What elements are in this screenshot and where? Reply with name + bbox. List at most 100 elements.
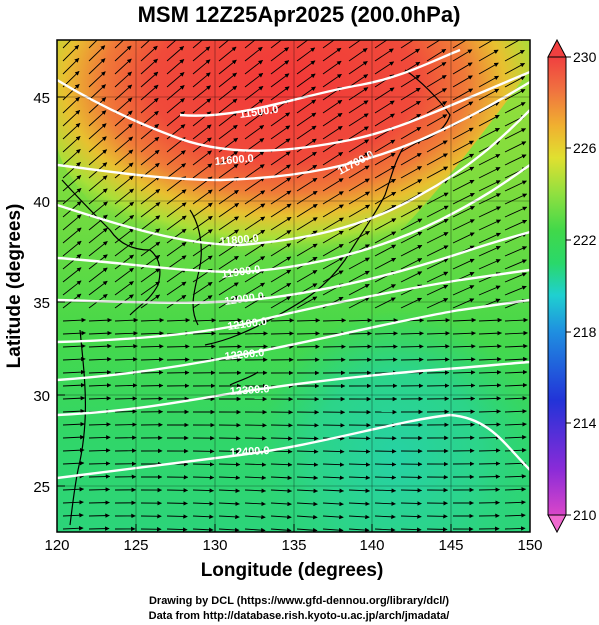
wind-vector-arrow [296,203,318,218]
wind-vector-arrow [504,272,527,283]
wind-vector-arrow [426,370,450,375]
colorbar-ramp [547,56,567,516]
wind-vector-arrow [296,217,318,231]
wind-vector-arrow [218,501,240,507]
wind-vector-arrow [88,330,112,336]
wind-vector-arrow [374,297,396,309]
wind-vector-arrow [478,357,502,362]
wind-vector-arrow [140,149,160,166]
wind-vector-arrow [452,232,475,244]
wind-vector-arrow [88,188,108,205]
colorbar-label: 210 [573,507,597,523]
wind-vector-arrow [114,84,133,101]
wind-vector-arrow [62,421,85,427]
wind-vector-arrow [270,475,293,481]
x-tick-label: 130 [202,537,227,554]
wind-vector-arrow [88,58,106,75]
wind-vector-arrow [400,258,423,270]
lat-lon-grid [57,40,530,532]
wind-vector-arrow [296,99,317,114]
wind-vector-arrow [400,527,422,532]
wind-vector-arrow [296,475,319,481]
wind-vector-arrow [296,270,318,283]
wind-vector-arrow [114,45,132,62]
wind-vector-arrow [244,125,265,140]
wind-vector-arrow [478,219,502,231]
wind-vector-arrow [504,141,527,153]
contour-12200 [57,298,530,382]
wind-vector-arrow [88,513,110,518]
wind-vector-arrow [62,526,84,531]
wind-vector-arrow [218,514,240,520]
wind-vector-arrow [218,462,241,467]
wind-vector-arrow [478,330,502,336]
wind-vector-arrow [374,514,396,520]
wind-vector-arrow [114,162,134,179]
wind-vector-arrow [62,434,85,440]
wind-vector-arrow [140,58,158,75]
wind-vector-arrow [400,100,421,114]
wind-vector-arrow [322,191,344,205]
wind-vector-arrow [478,409,502,414]
wind-vector-arrow [374,191,397,205]
wind-vector-arrow [192,527,214,532]
wind-vector-arrow [270,269,292,283]
wind-vector-arrow [244,216,266,231]
wind-vector-arrow [244,177,265,192]
wind-vector-arrow [270,177,292,192]
wind-vector-arrow [166,344,190,349]
wind-vector-arrow [426,88,447,101]
wind-vector-arrow [504,526,526,531]
wind-vector-arrow [504,62,525,75]
wind-vector-arrow [426,48,447,62]
wind-vector-arrow [218,282,239,296]
wind-vector-arrow [504,40,525,49]
wind-vector-arrow [400,179,423,192]
wind-vector-arrow [296,296,318,309]
wind-vector-arrow [62,487,85,492]
wind-vector-arrow [244,151,265,166]
wind-vector-arrow [374,284,396,296]
wind-vector-arrow [348,40,362,49]
wind-vector-arrow [218,229,239,244]
x-tick-label: 145 [438,537,463,554]
wind-vector-arrow [218,255,239,270]
wind-vector-arrow [478,245,501,257]
wind-vector-arrow [270,125,291,140]
wind-vector-arrow [88,343,112,349]
wind-vector-arrow [374,501,396,506]
wind-vector-arrow [452,166,475,179]
wind-vector-arrow [270,501,292,507]
wind-vector-arrow [88,317,113,323]
wind-vector-arrow [478,461,501,466]
wind-vector-arrow [374,48,394,62]
contour-label-12300: 12300.0 [229,383,270,398]
wind-vector-arrow [270,282,292,296]
wind-vector-arrow [244,59,263,75]
wind-vector-arrow [400,218,423,231]
wind-vector-arrow [374,318,399,323]
wind-vector-arrow [192,344,216,349]
colorbar: 230 226 222 218 214 210 [547,38,597,534]
colorbar-label: 222 [573,232,597,248]
wind-vector-arrow [426,232,449,244]
wind-vector-arrow [504,193,528,205]
wind-vector-arrow [244,203,266,218]
wind-vector-arrow [452,179,475,192]
wind-vector-arrow [88,201,108,218]
wind-vector-arrow [192,202,213,218]
wind-vector-arrow [400,297,423,309]
wind-vector-arrow [478,232,501,244]
wind-vector-arrow [114,383,138,388]
wind-vector-arrow [244,85,264,101]
wind-vector-arrow [192,462,215,467]
wind-vector-arrow [348,87,369,101]
wind-vectors [62,40,529,532]
wind-vector-arrow [114,409,138,414]
wind-vector-arrow [62,267,82,283]
wind-vector-arrow [400,139,422,153]
wind-vector-arrow [114,331,138,336]
wind-vector-arrow [296,514,318,520]
wind-vector-arrow [400,488,423,493]
wind-vector-arrow [192,242,213,257]
